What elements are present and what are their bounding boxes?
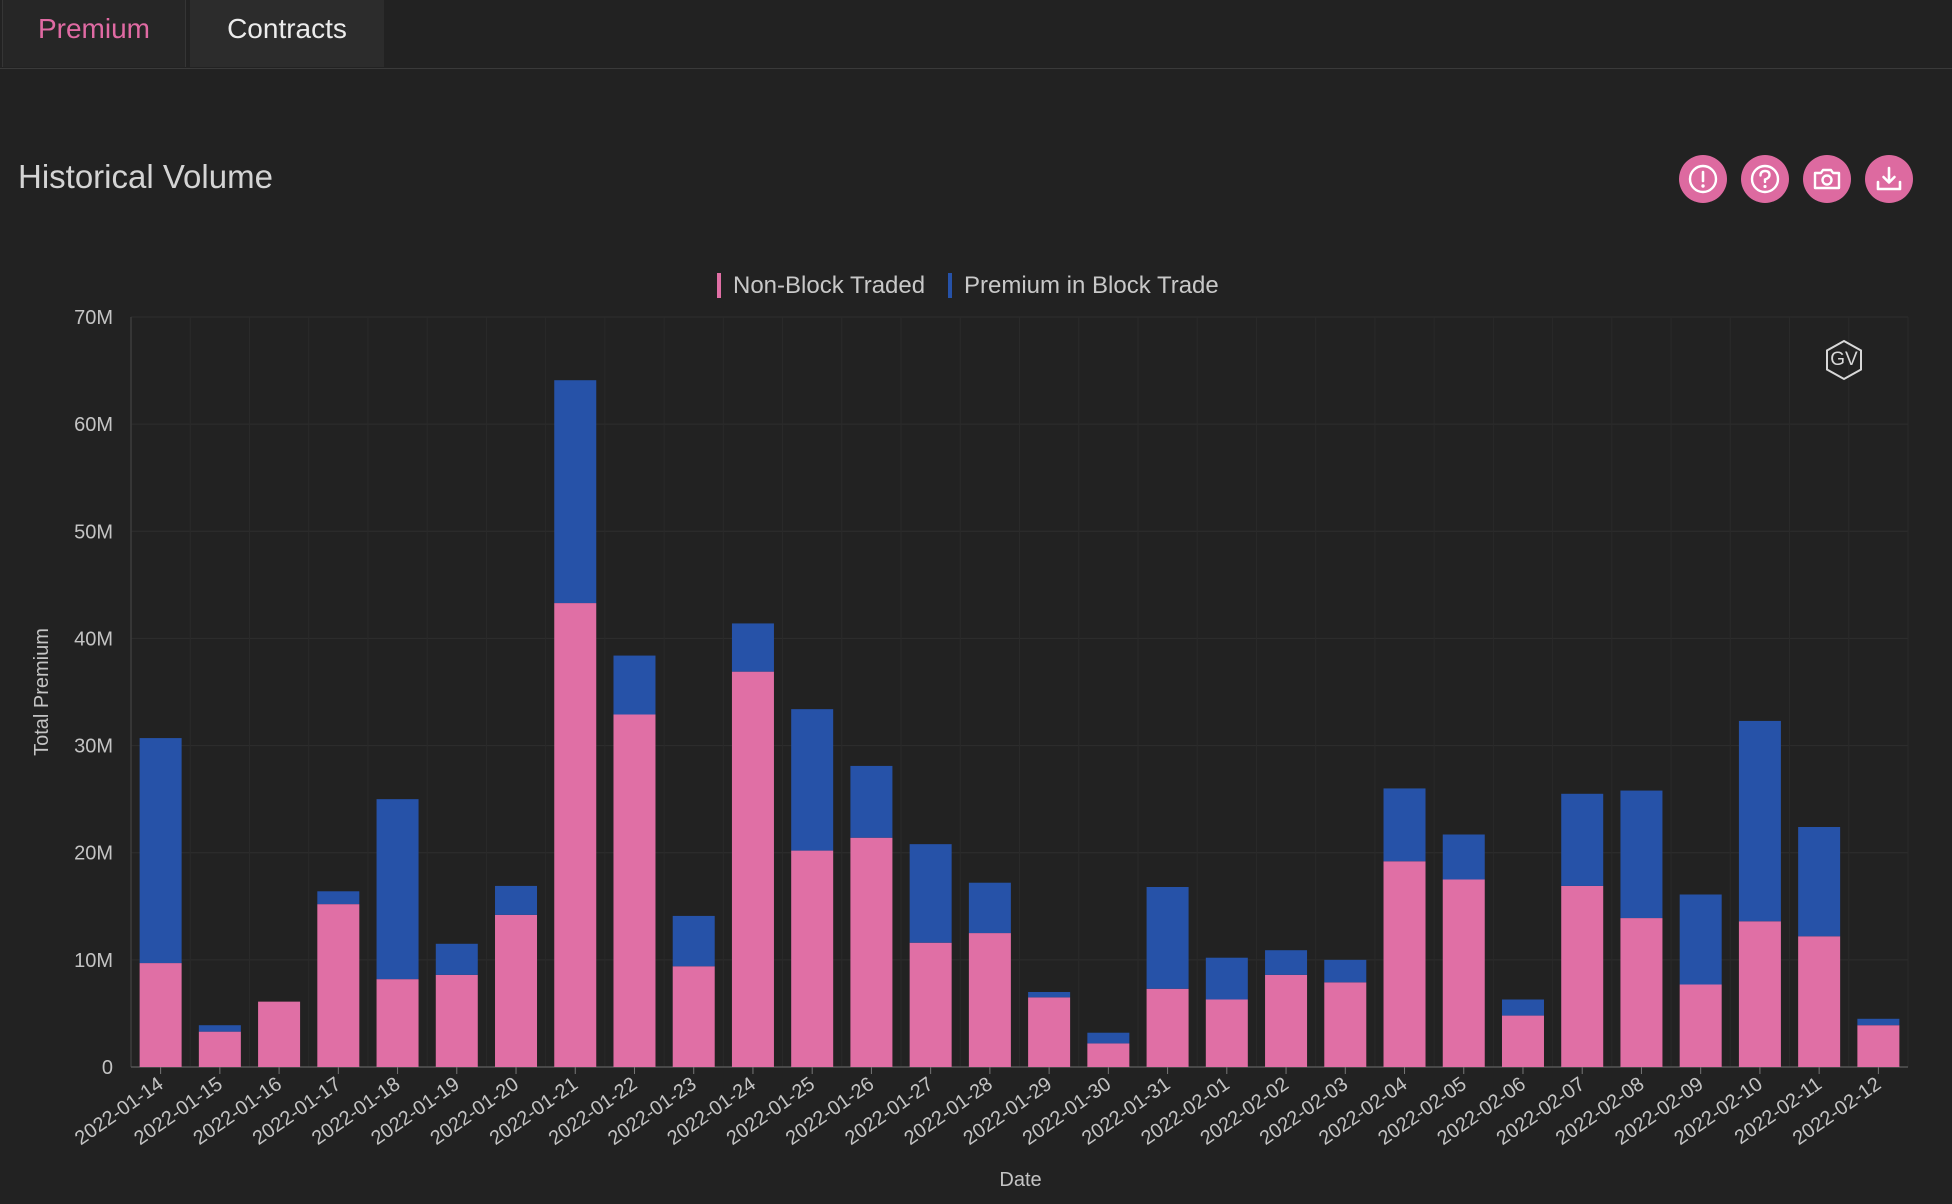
bar-non-block (1798, 936, 1841, 1067)
alert-icon (1688, 164, 1718, 194)
bar-non-block (850, 837, 893, 1067)
bar-non-block (1738, 921, 1781, 1067)
tab-bar: Premium Contracts (0, 0, 1952, 69)
page-title: Historical Volume (18, 158, 273, 195)
tab-contracts[interactable]: Contracts (190, 0, 384, 67)
bar-block (791, 709, 834, 851)
bar-non-block (1028, 997, 1071, 1067)
bar-non-block (613, 714, 656, 1067)
bar-non-block (1679, 984, 1722, 1067)
y-tick-label: 10M (74, 950, 113, 972)
bar-block (968, 882, 1011, 934)
help-button[interactable] (1741, 155, 1789, 203)
bar-block (731, 623, 774, 672)
bar-block (198, 1025, 241, 1032)
bar-non-block (495, 914, 538, 1067)
bar-block (1087, 1032, 1130, 1044)
bar-non-block (435, 974, 478, 1067)
bar-non-block (1620, 918, 1663, 1067)
screenshot-button[interactable] (1803, 155, 1851, 203)
bar-non-block (554, 603, 597, 1067)
camera-icon (1813, 168, 1841, 190)
bar-block (495, 885, 538, 915)
bar-non-block (317, 904, 360, 1067)
legend-swatch-block (948, 273, 952, 298)
gv-logo-icon (1826, 339, 1862, 381)
bar-block (1205, 957, 1248, 1000)
bar-block (1324, 959, 1367, 983)
gv-watermark: GV (1822, 338, 1866, 387)
bar-block (672, 915, 715, 967)
bar-non-block (1087, 1043, 1130, 1067)
y-tick-label: 40M (74, 628, 113, 650)
y-axis-title: Total Premium (31, 628, 53, 756)
bar-non-block (376, 979, 419, 1067)
bar-non-block (1205, 999, 1248, 1067)
help-icon (1750, 164, 1780, 194)
bar-block (1442, 834, 1485, 880)
y-tick-label: 20M (74, 843, 113, 865)
legend-label-block: Premium in Block Trade (964, 272, 1219, 299)
legend-swatch-non-block (717, 273, 721, 298)
bar-non-block (1561, 885, 1604, 1067)
bar-non-block (791, 850, 834, 1067)
y-tick-label: 50M (74, 521, 113, 543)
bar-block (435, 943, 478, 975)
y-tick-label: 30M (74, 736, 113, 758)
alert-button[interactable] (1679, 155, 1727, 203)
bar-block (554, 380, 597, 604)
bar-block (317, 891, 360, 905)
bar-non-block (672, 966, 715, 1067)
bar-non-block (909, 942, 952, 1067)
bar-non-block (139, 963, 182, 1067)
bar-block (1857, 1018, 1900, 1026)
legend-label-non-block: Non-Block Traded (733, 272, 926, 299)
bar-non-block (1324, 982, 1367, 1067)
bar-non-block (258, 1001, 301, 1067)
bar-non-block (1146, 988, 1189, 1067)
bar-block (1501, 999, 1544, 1016)
bar-block (613, 655, 656, 715)
bar-block (1561, 793, 1604, 886)
bar-block (850, 765, 893, 838)
download-icon (1876, 166, 1902, 191)
bar-block (139, 738, 182, 964)
bar-block (909, 844, 952, 943)
y-tick-label: 70M (74, 307, 113, 329)
bar-non-block (1857, 1025, 1900, 1067)
bar-non-block (1442, 879, 1485, 1067)
bar-block (1383, 788, 1426, 862)
bar-non-block (1265, 974, 1308, 1067)
bar-block (1028, 992, 1071, 998)
bar-block (1679, 894, 1722, 985)
gv-logo-text: GV (1830, 349, 1858, 370)
bar-non-block (198, 1031, 241, 1067)
bar-block (1265, 950, 1308, 975)
y-tick-label: 60M (74, 414, 113, 436)
bar-non-block (731, 671, 774, 1067)
bar-non-block (1501, 1015, 1544, 1067)
download-button[interactable] (1865, 155, 1913, 203)
bar-block (376, 799, 419, 980)
bar-non-block (968, 933, 1011, 1067)
x-axis-title: Date (999, 1169, 1041, 1191)
bar-block (1146, 887, 1189, 989)
y-tick-label: 0 (102, 1057, 113, 1079)
bar-non-block (1383, 861, 1426, 1067)
bar-block (1798, 827, 1841, 937)
tab-premium[interactable]: Premium (2, 0, 186, 67)
chart-legend: Non-Block Traded Premium in Block Trade (0, 270, 1952, 302)
bar-block (1738, 720, 1781, 922)
bar-block (1620, 790, 1663, 919)
